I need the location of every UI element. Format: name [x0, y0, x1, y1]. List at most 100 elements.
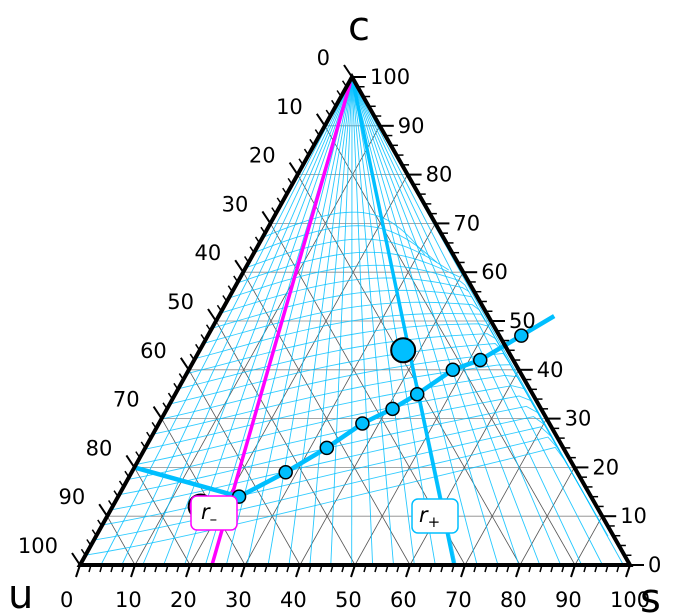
u-axis-minor-tick [140, 441, 146, 449]
s-axis-minor-tick [539, 564, 543, 573]
s-axis-minor-tick [594, 564, 598, 573]
trajectory-point [278, 465, 293, 480]
grid-line-u-80 [134, 467, 191, 566]
u-axis-minor-tick [108, 500, 114, 507]
u-axis-minor-tick [254, 236, 261, 244]
fixed-point-lines [210, 76, 456, 566]
s-axis-tick-label: 60 [390, 588, 417, 612]
s-axis-minor-tick [506, 564, 510, 573]
s-axis-minor-tick [99, 564, 103, 573]
u-axis-tick-label: 50 [167, 290, 194, 314]
field-fan-line [351, 76, 394, 566]
s-axis-tick-label: 70 [445, 588, 472, 612]
u-axis-tick-label: 20 [249, 144, 276, 168]
u-axis-tick-label: 0 [317, 46, 330, 70]
field-fan-line [351, 76, 520, 566]
grid-line-s-80 [519, 467, 575, 566]
trajectory-point [445, 362, 461, 378]
corner-label-c: c [348, 4, 370, 50]
field-fan-line [351, 76, 478, 566]
grid-line-u-50 [215, 320, 356, 566]
field-curve [186, 323, 511, 375]
trajectory-point [355, 416, 370, 431]
u-axis-minor-tick [341, 80, 348, 88]
trajectory-point [385, 401, 400, 417]
s-axis-minor-tick [275, 564, 279, 573]
u-axis-minor-tick [331, 99, 337, 107]
u-axis-tick [261, 210, 272, 224]
u-axis-tick [179, 357, 190, 371]
s-axis-minor-tick [88, 564, 92, 573]
field-fan-line [351, 76, 374, 566]
u-axis-minor-tick [162, 402, 168, 410]
s-axis-minor-tick [418, 564, 422, 573]
svg-text:r+: r+ [419, 503, 440, 531]
c-axis-tick-label: 70 [453, 211, 480, 235]
axis-ticks: 0001010102020203030304040405050506060607… [18, 46, 661, 612]
u-axis-minor-tick [80, 548, 87, 556]
s-axis-tick-label: 40 [280, 588, 307, 612]
field-fan-line [309, 76, 353, 566]
s-axis-minor-tick [154, 564, 158, 573]
u-axis-minor-tick [167, 392, 174, 400]
field-fan-line [288, 76, 353, 566]
u-axis-tick-label: 100 [18, 534, 58, 558]
s-axis-tick [350, 564, 356, 578]
u-axis-minor-tick [303, 148, 310, 156]
r-minus-line [210, 76, 354, 566]
grid-line-s-30 [244, 223, 436, 566]
field-curve [211, 289, 486, 329]
field-fan-line [225, 76, 353, 566]
field-curve [220, 277, 478, 314]
c-axis-tick-label: 90 [398, 114, 425, 138]
corner-label-u: u [8, 572, 33, 616]
field-fan-line [351, 76, 415, 566]
s-axis-tick [460, 564, 466, 578]
u-axis-minor-tick [178, 373, 184, 380]
u-axis-minor-tick [325, 109, 331, 117]
u-axis-minor-tick [276, 197, 282, 205]
u-axis-minor-tick [336, 90, 342, 97]
u-axis-minor-tick [249, 246, 255, 254]
u-axis-minor-tick [91, 529, 97, 537]
s-axis-tick-label: 50 [335, 588, 362, 612]
s-axis-minor-tick [110, 564, 114, 573]
r-plus-sub: + [428, 513, 441, 531]
u-axis-minor-tick [124, 470, 130, 478]
u-axis-minor-tick [309, 138, 315, 146]
c-axis-tick-label: 30 [565, 407, 592, 431]
s-axis-minor-tick [616, 564, 620, 573]
u-axis-minor-tick [222, 295, 228, 302]
u-axis-tick [343, 64, 353, 78]
u-axis-minor-tick [113, 490, 119, 498]
u-axis-minor-tick [298, 158, 304, 166]
s-axis-tick-label: 100 [610, 588, 650, 612]
field-fan-line [351, 76, 541, 566]
field-curve [228, 264, 470, 299]
c-axis-tick-label: 100 [370, 65, 410, 89]
s-axis-minor-tick [583, 564, 587, 573]
u-axis-tick-label: 70 [113, 388, 140, 412]
r-minus-label-box: r– [190, 495, 238, 531]
c-axis-tick-label: 0 [648, 553, 661, 577]
s-axis-tick-label: 30 [225, 588, 252, 612]
s-axis-minor-tick [396, 564, 400, 573]
r-plus-label-box: r+ [411, 498, 459, 534]
s-axis-minor-tick [473, 564, 477, 573]
field-fan-line [351, 76, 603, 566]
u-axis-minor-tick [151, 421, 157, 429]
c-axis-tick-label: 20 [592, 455, 619, 479]
u-axis-tick [98, 503, 109, 517]
u-axis-tick-label: 40 [194, 241, 221, 265]
grid-lines [106, 125, 603, 566]
main-trajectory [133, 314, 556, 499]
s-axis-tick [625, 564, 631, 578]
u-axis-minor-tick [200, 334, 206, 341]
u-axis-tick [71, 552, 81, 566]
s-axis-minor-tick [220, 564, 224, 573]
s-axis-minor-tick [121, 564, 125, 573]
s-axis-minor-tick [374, 564, 378, 573]
u-axis-minor-tick [314, 129, 320, 136]
s-axis-minor-tick [484, 564, 488, 573]
field-curve [161, 352, 535, 420]
